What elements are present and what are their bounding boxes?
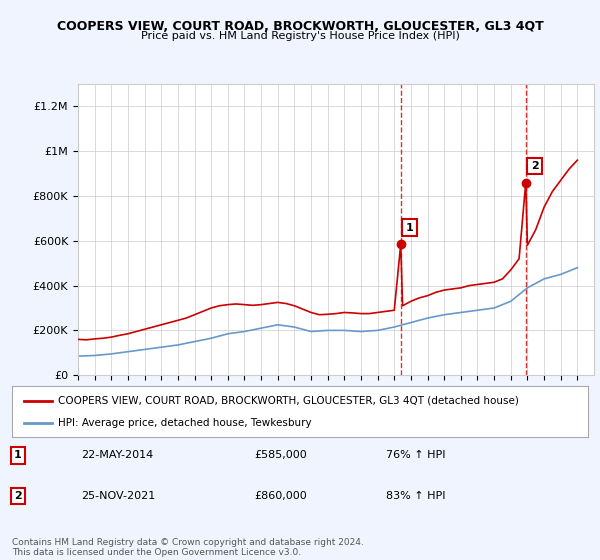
Text: 22-MAY-2014: 22-MAY-2014 xyxy=(81,450,154,460)
Text: 1: 1 xyxy=(14,450,22,460)
Text: COOPERS VIEW, COURT ROAD, BROCKWORTH, GLOUCESTER, GL3 4QT (detached house): COOPERS VIEW, COURT ROAD, BROCKWORTH, GL… xyxy=(58,395,519,405)
Text: Contains HM Land Registry data © Crown copyright and database right 2024.
This d: Contains HM Land Registry data © Crown c… xyxy=(12,538,364,557)
Text: £585,000: £585,000 xyxy=(254,450,307,460)
Text: Price paid vs. HM Land Registry's House Price Index (HPI): Price paid vs. HM Land Registry's House … xyxy=(140,31,460,41)
Text: HPI: Average price, detached house, Tewkesbury: HPI: Average price, detached house, Tewk… xyxy=(58,418,312,428)
Text: 25-NOV-2021: 25-NOV-2021 xyxy=(81,491,155,501)
Text: 2: 2 xyxy=(531,161,538,171)
Text: 76% ↑ HPI: 76% ↑ HPI xyxy=(386,450,446,460)
Text: COOPERS VIEW, COURT ROAD, BROCKWORTH, GLOUCESTER, GL3 4QT: COOPERS VIEW, COURT ROAD, BROCKWORTH, GL… xyxy=(56,20,544,32)
Text: 1: 1 xyxy=(406,223,413,233)
Text: £860,000: £860,000 xyxy=(254,491,307,501)
Text: 2: 2 xyxy=(14,491,22,501)
Text: 83% ↑ HPI: 83% ↑ HPI xyxy=(386,491,446,501)
